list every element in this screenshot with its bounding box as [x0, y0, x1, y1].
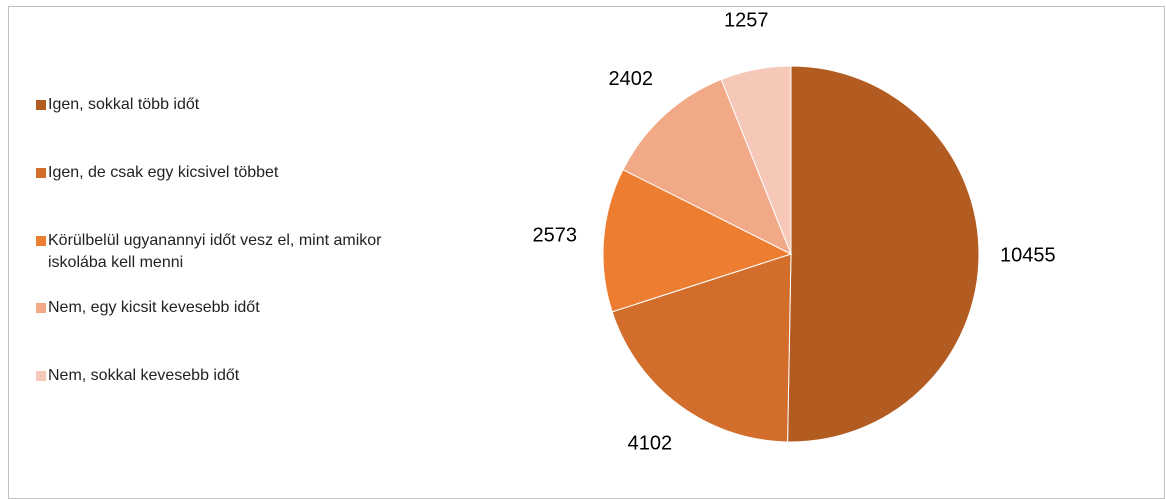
legend-item: Körülbelül ugyanannyi időt vesz el, mint…	[36, 230, 428, 274]
data-label: 2573	[533, 224, 578, 246]
legend-label: Körülbelül ugyanannyi időt vesz el, mint…	[48, 232, 382, 271]
legend-swatch	[36, 168, 46, 178]
legend-item: Igen, de csak egy kicsivel többet	[36, 162, 428, 184]
data-label: 1257	[724, 10, 769, 32]
data-label: 4102	[628, 433, 673, 455]
legend-label: Igen, de csak egy kicsivel többet	[48, 164, 279, 181]
legend-swatch	[36, 236, 46, 246]
legend-label: Nem, sokkal kevesebb időt	[48, 367, 240, 384]
legend-label: Nem, egy kicsit kevesebb időt	[48, 299, 260, 316]
legend-label: Igen, sokkal több időt	[48, 96, 200, 113]
legend-item: Nem, sokkal kevesebb időt	[36, 365, 428, 387]
pie-slice	[622, 78, 792, 256]
legend-swatch	[36, 371, 46, 381]
pie-slice	[611, 253, 792, 443]
data-label: 10455	[1000, 244, 1056, 266]
pie-slice	[720, 65, 792, 255]
data-label: 2402	[609, 68, 654, 90]
pie-slice	[787, 65, 980, 443]
legend-swatch	[36, 100, 46, 110]
legend-item: Nem, egy kicsit kevesebb időt	[36, 297, 428, 319]
legend-item: Igen, sokkal több időt	[36, 94, 428, 116]
legend-swatch	[36, 303, 46, 313]
pie-slice	[602, 169, 793, 313]
